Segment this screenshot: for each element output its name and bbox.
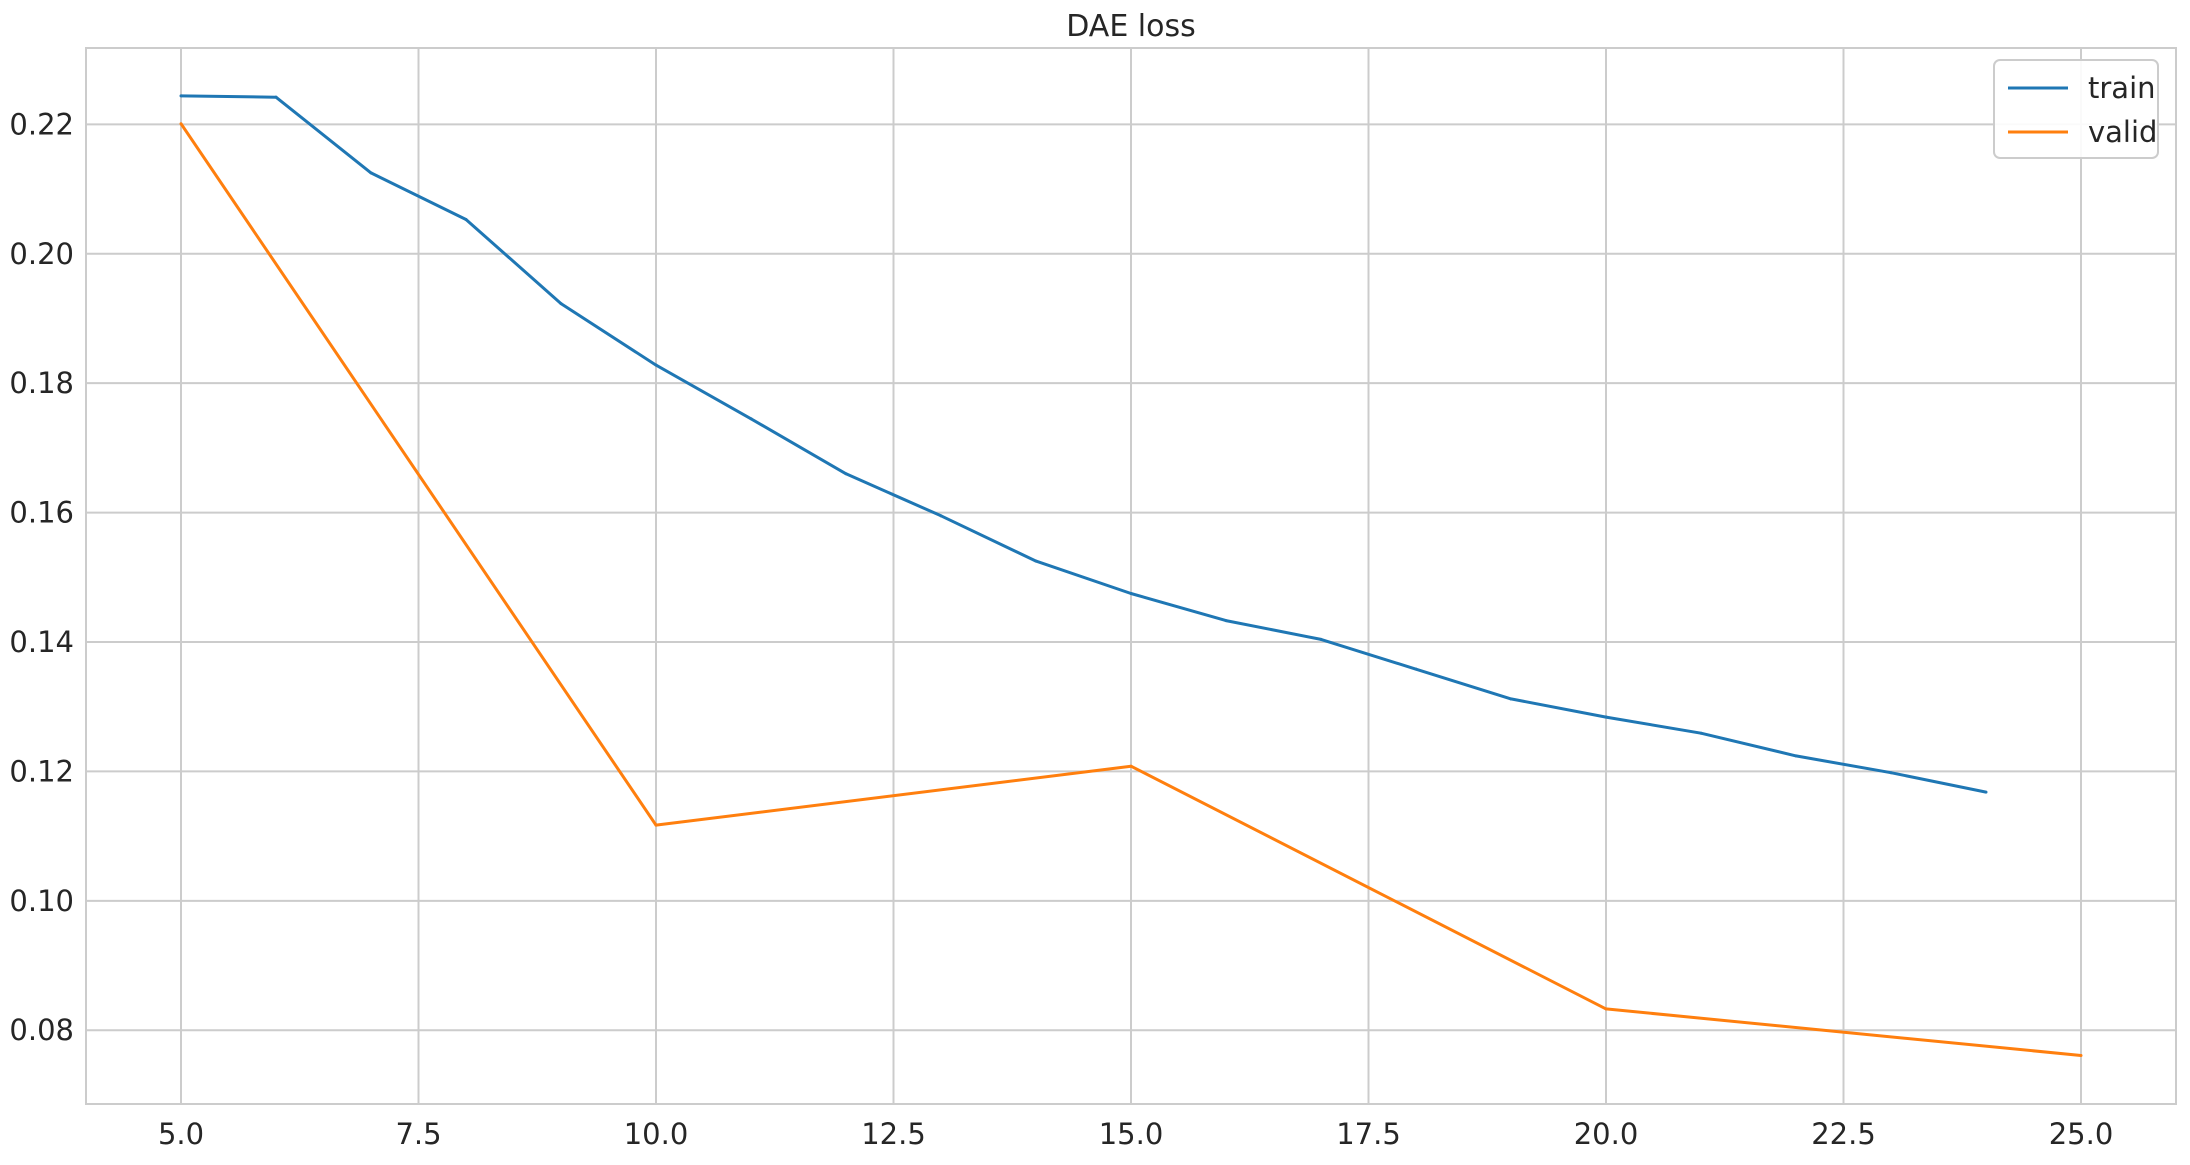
y-tick-label: 0.12 — [9, 754, 74, 788]
data-point-train — [654, 363, 658, 367]
data-point-valid — [2079, 1053, 2083, 1057]
data-point-train — [369, 171, 373, 175]
x-tick-label: 17.5 — [1336, 1117, 1401, 1151]
legend-label-train: train — [2088, 71, 2156, 105]
x-tick-label: 5.0 — [158, 1117, 204, 1151]
data-point-train — [179, 94, 183, 98]
data-point-train — [1984, 790, 1988, 794]
y-tick-label: 0.18 — [9, 366, 74, 400]
x-tick-label: 10.0 — [624, 1117, 689, 1151]
x-tick-label: 25.0 — [2049, 1117, 2114, 1151]
legend-label-valid: valid — [2088, 115, 2157, 149]
data-point-train — [1034, 559, 1038, 563]
data-point-train — [274, 95, 278, 99]
data-point-train — [749, 417, 753, 421]
x-tick-label: 12.5 — [861, 1117, 926, 1151]
legend: train valid — [1993, 59, 2159, 159]
y-tick-label: 0.08 — [9, 1013, 74, 1047]
data-point-train — [844, 472, 848, 476]
y-tick-label: 0.14 — [9, 625, 74, 659]
data-point-valid — [1129, 764, 1133, 768]
grid — [86, 48, 2176, 1104]
y-tick-label: 0.16 — [9, 496, 74, 530]
plot-frame — [85, 47, 2177, 1105]
data-point-train — [1129, 591, 1133, 595]
data-point-train — [1509, 697, 1513, 701]
y-tick-label: 0.10 — [9, 884, 74, 918]
data-point-train — [1699, 731, 1703, 735]
data-point-train — [1319, 637, 1323, 641]
x-tick-label: 7.5 — [395, 1117, 441, 1151]
data-point-valid — [1604, 1007, 1608, 1011]
data-point-train — [1414, 667, 1418, 671]
y-tick-label: 0.20 — [9, 237, 74, 271]
x-tick-label: 20.0 — [1574, 1117, 1639, 1151]
data-point-train — [939, 514, 943, 518]
data-point-train — [1794, 754, 1798, 758]
x-tick-label: 22.5 — [1811, 1117, 1876, 1151]
x-tick-label: 15.0 — [1099, 1117, 1164, 1151]
chart-title: DAE loss — [1066, 9, 1196, 44]
y-tick-label: 0.22 — [9, 107, 74, 141]
data-point-valid — [654, 823, 658, 827]
data-point-train — [1889, 771, 1893, 775]
data-point-train — [1224, 619, 1228, 623]
data-point-valid — [179, 122, 183, 126]
series-line-train — [180, 94, 1987, 794]
tick-labels: 5.0 7.5 10.0 12.5 15.0 17.5 20.0 22.5 25.0 0.08 0.… — [9, 107, 2113, 1151]
data-point-train — [559, 302, 563, 306]
data-point-train — [464, 217, 468, 221]
data-point-train — [1604, 715, 1608, 719]
series-lines — [179, 94, 2083, 1057]
